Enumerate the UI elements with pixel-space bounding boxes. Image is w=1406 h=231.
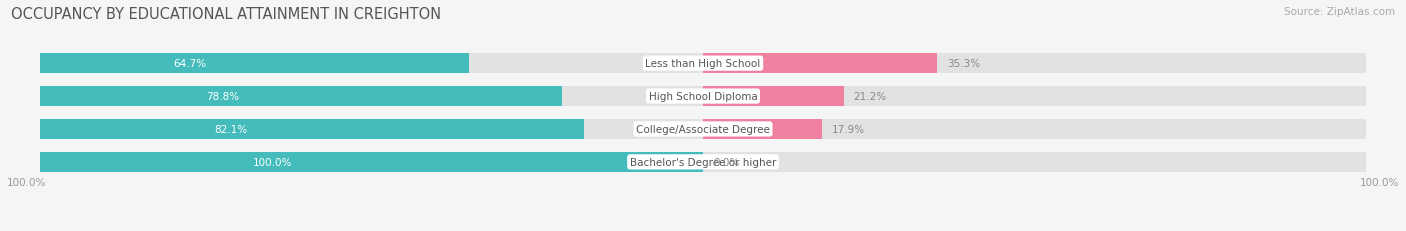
Bar: [41, 119, 585, 140]
Text: 64.7%: 64.7%: [174, 59, 207, 69]
Text: OCCUPANCY BY EDUCATIONAL ATTAINMENT IN CREIGHTON: OCCUPANCY BY EDUCATIONAL ATTAINMENT IN C…: [11, 7, 441, 22]
Text: College/Associate Degree: College/Associate Degree: [636, 125, 770, 134]
Bar: [41, 152, 703, 172]
Bar: [41, 86, 1365, 107]
Text: 78.8%: 78.8%: [207, 92, 239, 102]
Text: Source: ZipAtlas.com: Source: ZipAtlas.com: [1284, 7, 1395, 17]
Text: Less than High School: Less than High School: [645, 59, 761, 69]
Bar: [41, 119, 1365, 140]
Text: Bachelor's Degree or higher: Bachelor's Degree or higher: [630, 157, 776, 167]
Text: 17.9%: 17.9%: [831, 125, 865, 134]
Bar: [41, 86, 562, 107]
Text: 100.0%: 100.0%: [7, 177, 46, 187]
Bar: [41, 152, 1365, 172]
Text: High School Diploma: High School Diploma: [648, 92, 758, 102]
Text: 21.2%: 21.2%: [853, 92, 887, 102]
Bar: [703, 54, 936, 74]
Bar: [41, 54, 470, 74]
Text: 100.0%: 100.0%: [253, 157, 292, 167]
Text: 0.0%: 0.0%: [713, 157, 740, 167]
Bar: [41, 54, 1365, 74]
Text: 35.3%: 35.3%: [946, 59, 980, 69]
Bar: [703, 119, 821, 140]
Text: 100.0%: 100.0%: [1360, 177, 1399, 187]
Text: 82.1%: 82.1%: [214, 125, 247, 134]
Legend: Owner-occupied, Renter-occupied: Owner-occupied, Renter-occupied: [595, 229, 811, 231]
Bar: [703, 86, 844, 107]
